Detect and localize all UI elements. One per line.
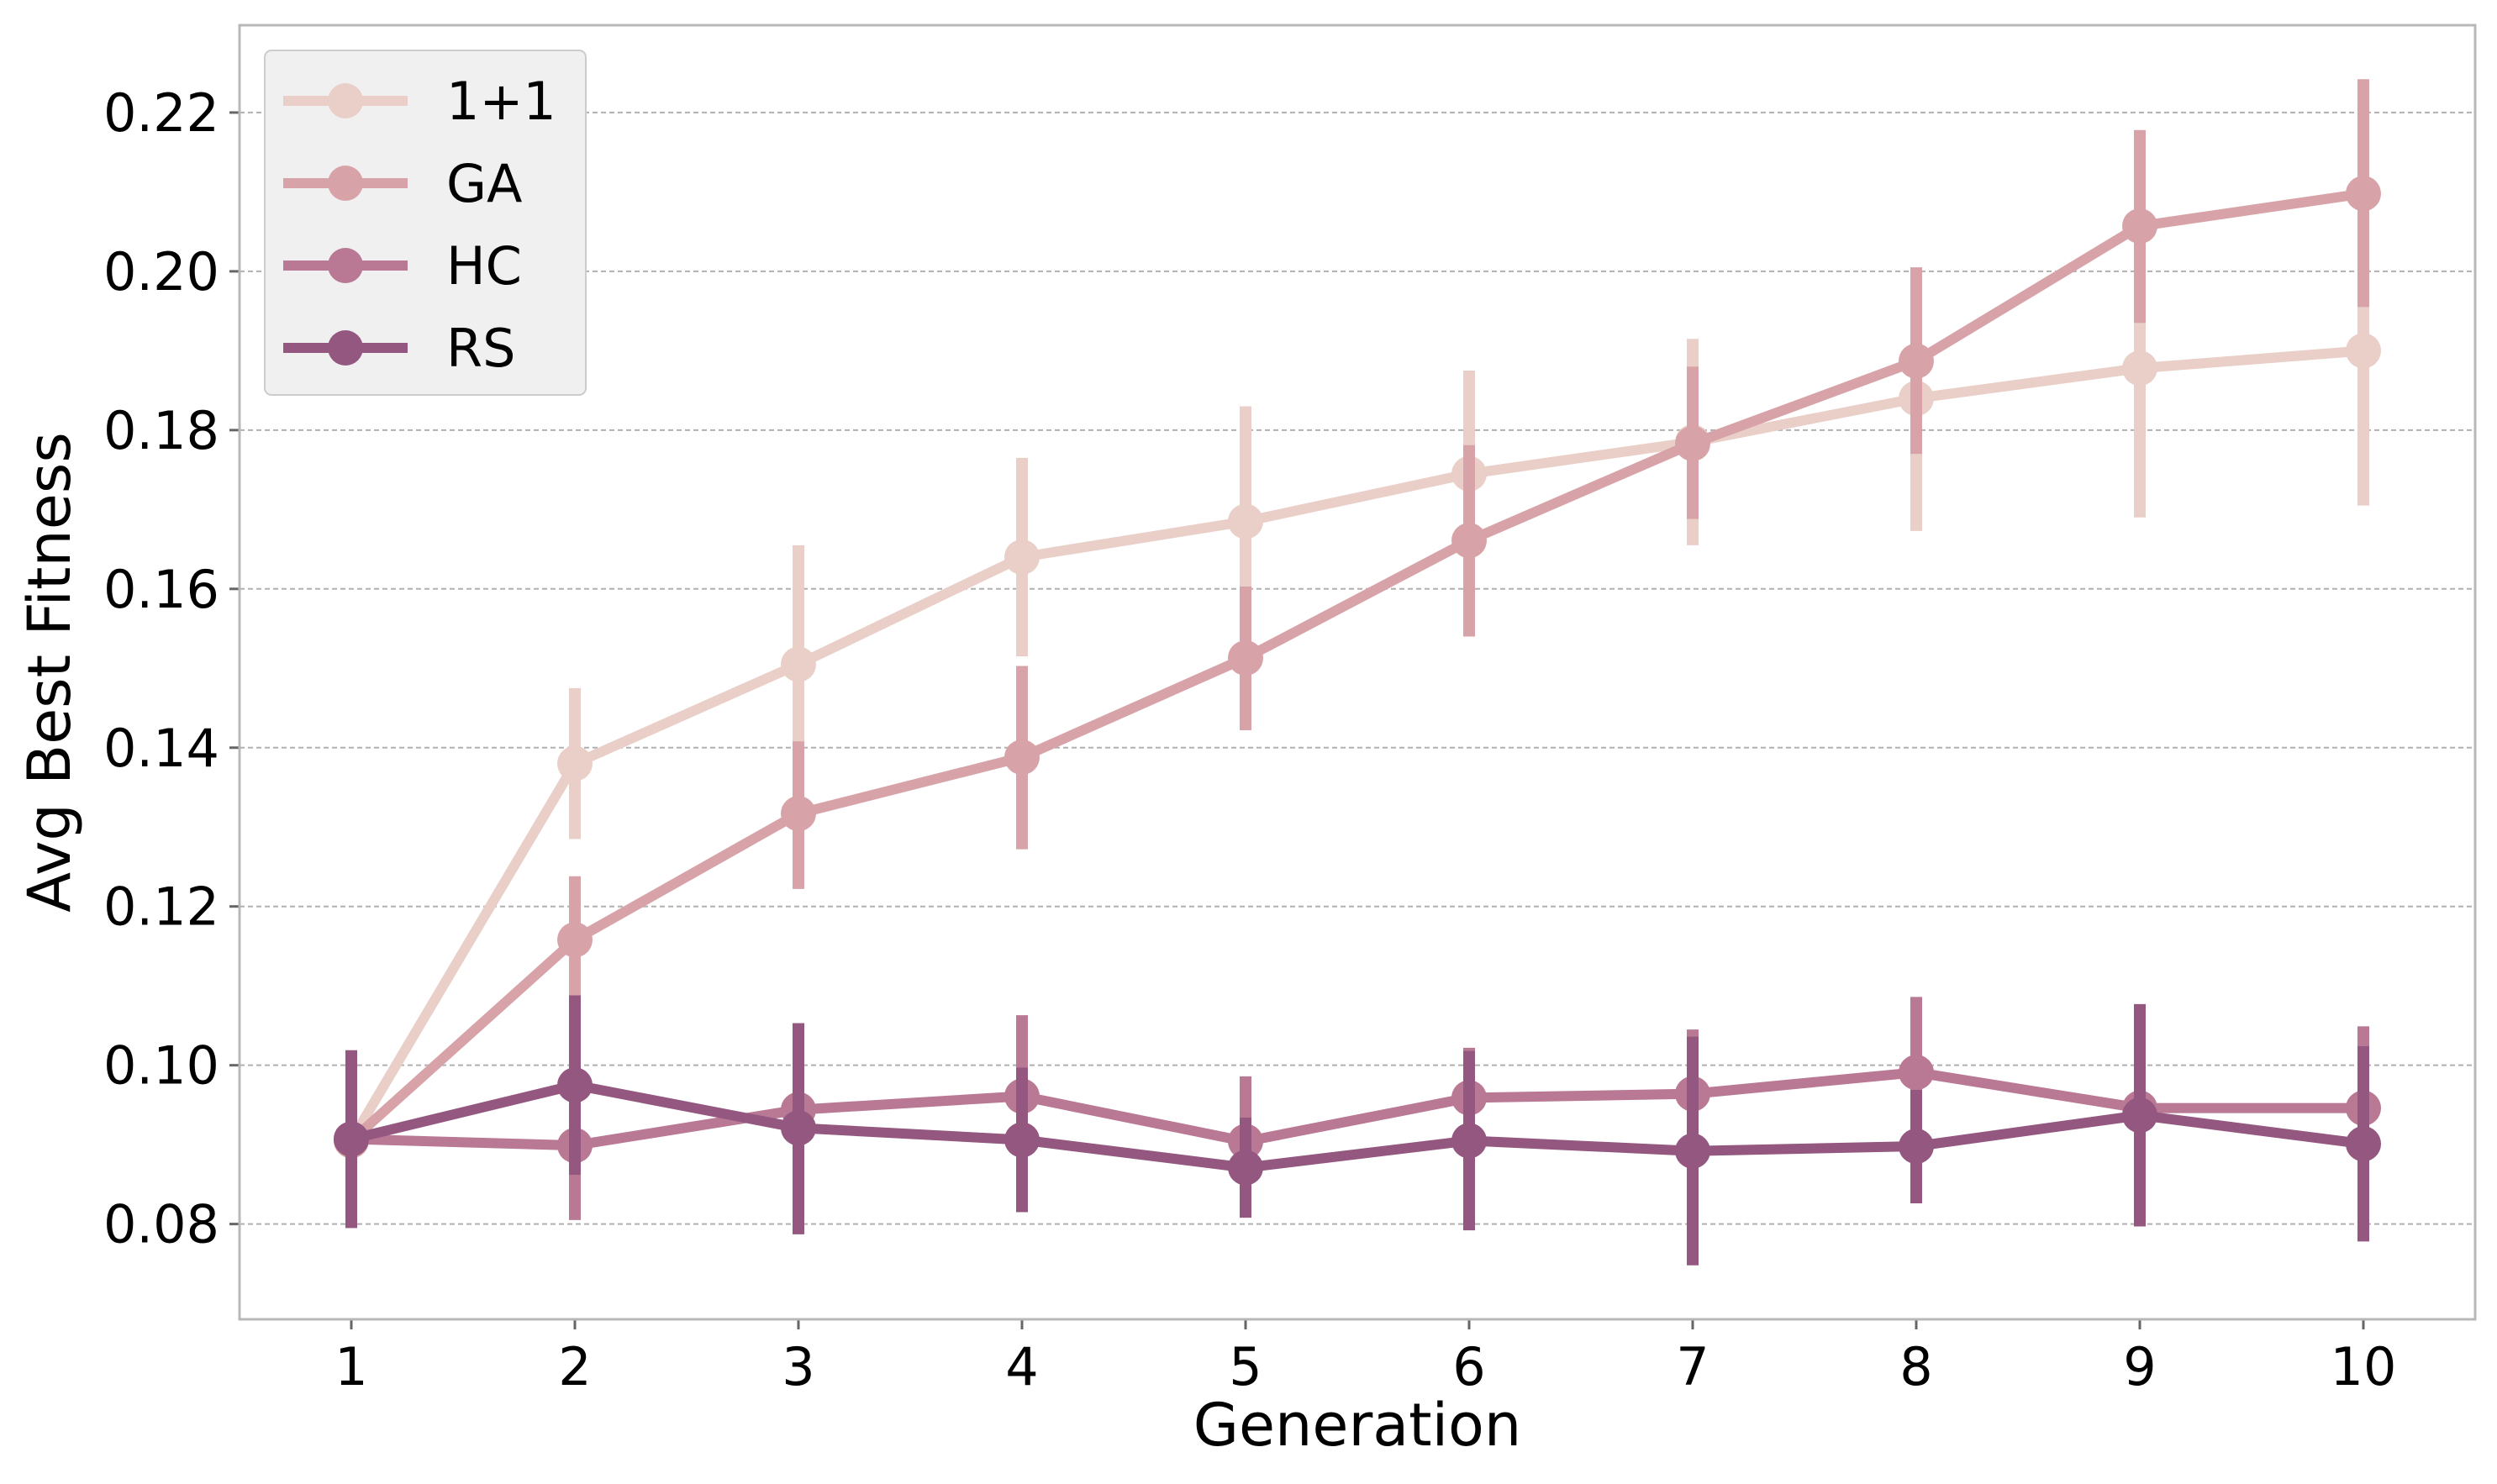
legend-item-1-1: 1+1 xyxy=(283,71,556,132)
data-point xyxy=(1675,1133,1710,1169)
data-point xyxy=(2122,208,2157,245)
data-point xyxy=(2346,333,2381,369)
data-point xyxy=(2122,1097,2157,1134)
legend-swatch-marker xyxy=(328,330,363,366)
legend-item-ga: GA xyxy=(283,153,522,214)
y-tick-label: 0.20 xyxy=(103,241,219,303)
legend-swatch-marker xyxy=(328,83,363,118)
data-point xyxy=(781,796,816,832)
data-point xyxy=(1899,343,1934,379)
legend: 1+1 GA HC RS xyxy=(264,50,587,396)
data-point xyxy=(557,922,593,958)
data-point xyxy=(781,1110,816,1146)
series-line xyxy=(346,188,2368,1146)
series-line xyxy=(346,1067,2368,1151)
data-point xyxy=(1004,739,1040,776)
legend-item-hc: HC xyxy=(283,235,522,297)
y-tick-label: 0.14 xyxy=(103,718,219,779)
y-tick-label: 0.10 xyxy=(103,1035,219,1097)
data-point xyxy=(557,1067,593,1103)
legend-label: RS xyxy=(446,318,515,379)
x-axis-label: Generation xyxy=(1193,1391,1522,1460)
data-point xyxy=(1899,1129,1934,1165)
data-point xyxy=(2346,1126,2381,1162)
data-point xyxy=(2122,350,2157,387)
series-line xyxy=(346,345,2368,1146)
data-point xyxy=(1899,1055,1934,1091)
y-tick-label: 0.16 xyxy=(103,559,219,620)
plot-frame xyxy=(238,24,2477,1321)
x-tick-label: 10 xyxy=(2331,1336,2397,1397)
data-point xyxy=(1451,1123,1487,1159)
x-tick-label: 5 xyxy=(1229,1336,1262,1397)
legend-item-rs: RS xyxy=(283,318,515,379)
x-tick-label: 9 xyxy=(2123,1336,2156,1397)
x-tick-label: 3 xyxy=(782,1336,814,1397)
series-rs xyxy=(334,995,2381,1266)
x-tick-label: 8 xyxy=(1899,1336,1932,1397)
data-point xyxy=(1675,425,1710,461)
legend-label: 1+1 xyxy=(446,71,556,132)
axis-ticks: 0.08 0.10 0.12 0.14 0.16 0.18 0.20 0.22 1 2 3 4 5 6 7 8… xyxy=(103,82,2397,1397)
data-point xyxy=(1228,1150,1263,1186)
data-point xyxy=(1228,503,1263,539)
series-line xyxy=(346,1080,2368,1173)
legend-swatch-marker xyxy=(328,166,363,201)
x-tick-label: 2 xyxy=(558,1336,591,1397)
data-point xyxy=(2346,176,2381,212)
y-tick-label: 0.08 xyxy=(103,1194,219,1255)
data-point xyxy=(781,646,816,682)
data-point xyxy=(1004,1122,1040,1158)
y-tick-label: 0.12 xyxy=(103,876,219,938)
data-point xyxy=(1004,539,1040,576)
x-tick-label: 4 xyxy=(1005,1336,1038,1397)
legend-box xyxy=(264,50,587,396)
data-point xyxy=(334,1121,369,1157)
series-group xyxy=(334,79,2381,1266)
legend-label: HC xyxy=(446,235,522,297)
legend-swatch-marker xyxy=(328,248,363,283)
x-tick-label: 7 xyxy=(1676,1336,1709,1397)
data-point xyxy=(557,745,593,781)
x-tick-label: 1 xyxy=(335,1336,367,1397)
y-tick-label: 0.18 xyxy=(103,400,219,461)
y-axis-label: Avg Best Fitness xyxy=(15,432,84,913)
y-tick-label: 0.22 xyxy=(103,82,219,144)
data-point xyxy=(1228,639,1263,676)
x-tick-label: 6 xyxy=(1452,1336,1485,1397)
data-point xyxy=(1451,523,1487,559)
legend-label: GA xyxy=(446,153,522,214)
